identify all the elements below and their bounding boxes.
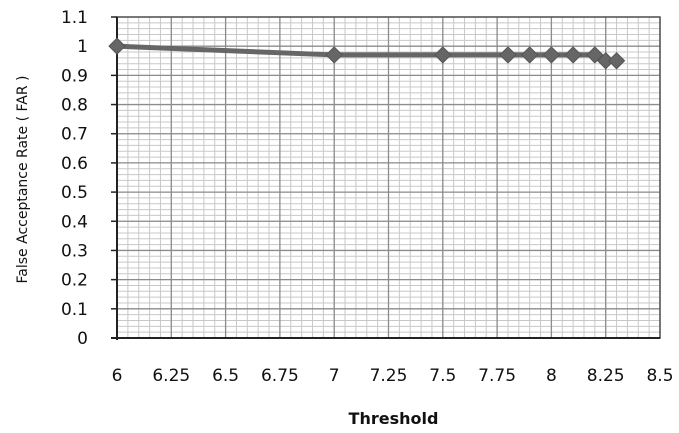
data-point-marker [325, 46, 343, 64]
tick-labels: 6 6.25 6.5 6.75 7 7.25 7.5 7.75 8 8.25 8.5 0 0.1 0.2 0… [61, 8, 674, 386]
data-point-marker [520, 46, 539, 64]
x-tick-label: 7 [329, 366, 340, 386]
x-tick-label: 6.5 [212, 366, 239, 386]
y-tick-label: 0.1 [61, 300, 88, 320]
x-tick-label: 7.25 [370, 366, 408, 386]
x-tick-label: 6 [112, 366, 123, 386]
y-tick-label: 1 [77, 37, 88, 57]
y-tick-label: 0.3 [61, 241, 88, 261]
y-tick-label: 0.7 [61, 125, 88, 145]
y-tick-label: 1.1 [61, 8, 88, 28]
x-tick-label: 7.5 [429, 366, 456, 386]
y-tick-label: 0.4 [61, 212, 88, 232]
grid [116, 16, 661, 339]
y-tick-label: 0.9 [61, 66, 88, 86]
x-tick-label: 8.25 [587, 366, 625, 386]
data-point-marker [108, 37, 126, 55]
y-tick-label: 0.5 [61, 183, 88, 203]
data-point-marker [542, 46, 561, 64]
y-tick-label: 0.8 [61, 96, 88, 116]
series [108, 37, 626, 70]
x-tick-label: 7.75 [478, 366, 516, 386]
axes [111, 16, 661, 340]
x-tick-label: 8 [546, 366, 557, 386]
y-axis-title: False Acceptance Rate ( FAR ) [15, 76, 31, 284]
data-point-marker [564, 46, 582, 64]
data-point-marker [607, 52, 626, 70]
x-tick-label: 8.5 [646, 366, 673, 386]
x-tick-label: 6.75 [261, 366, 299, 386]
data-point-marker [434, 46, 452, 64]
y-tick-label: 0.6 [61, 154, 88, 174]
x-axis-title: Threshold [349, 409, 439, 428]
data-point-marker [499, 46, 517, 64]
y-tick-label: 0.2 [61, 271, 88, 291]
x-tick-label: 6.25 [152, 366, 190, 386]
y-tick-label: 0 [77, 329, 88, 349]
